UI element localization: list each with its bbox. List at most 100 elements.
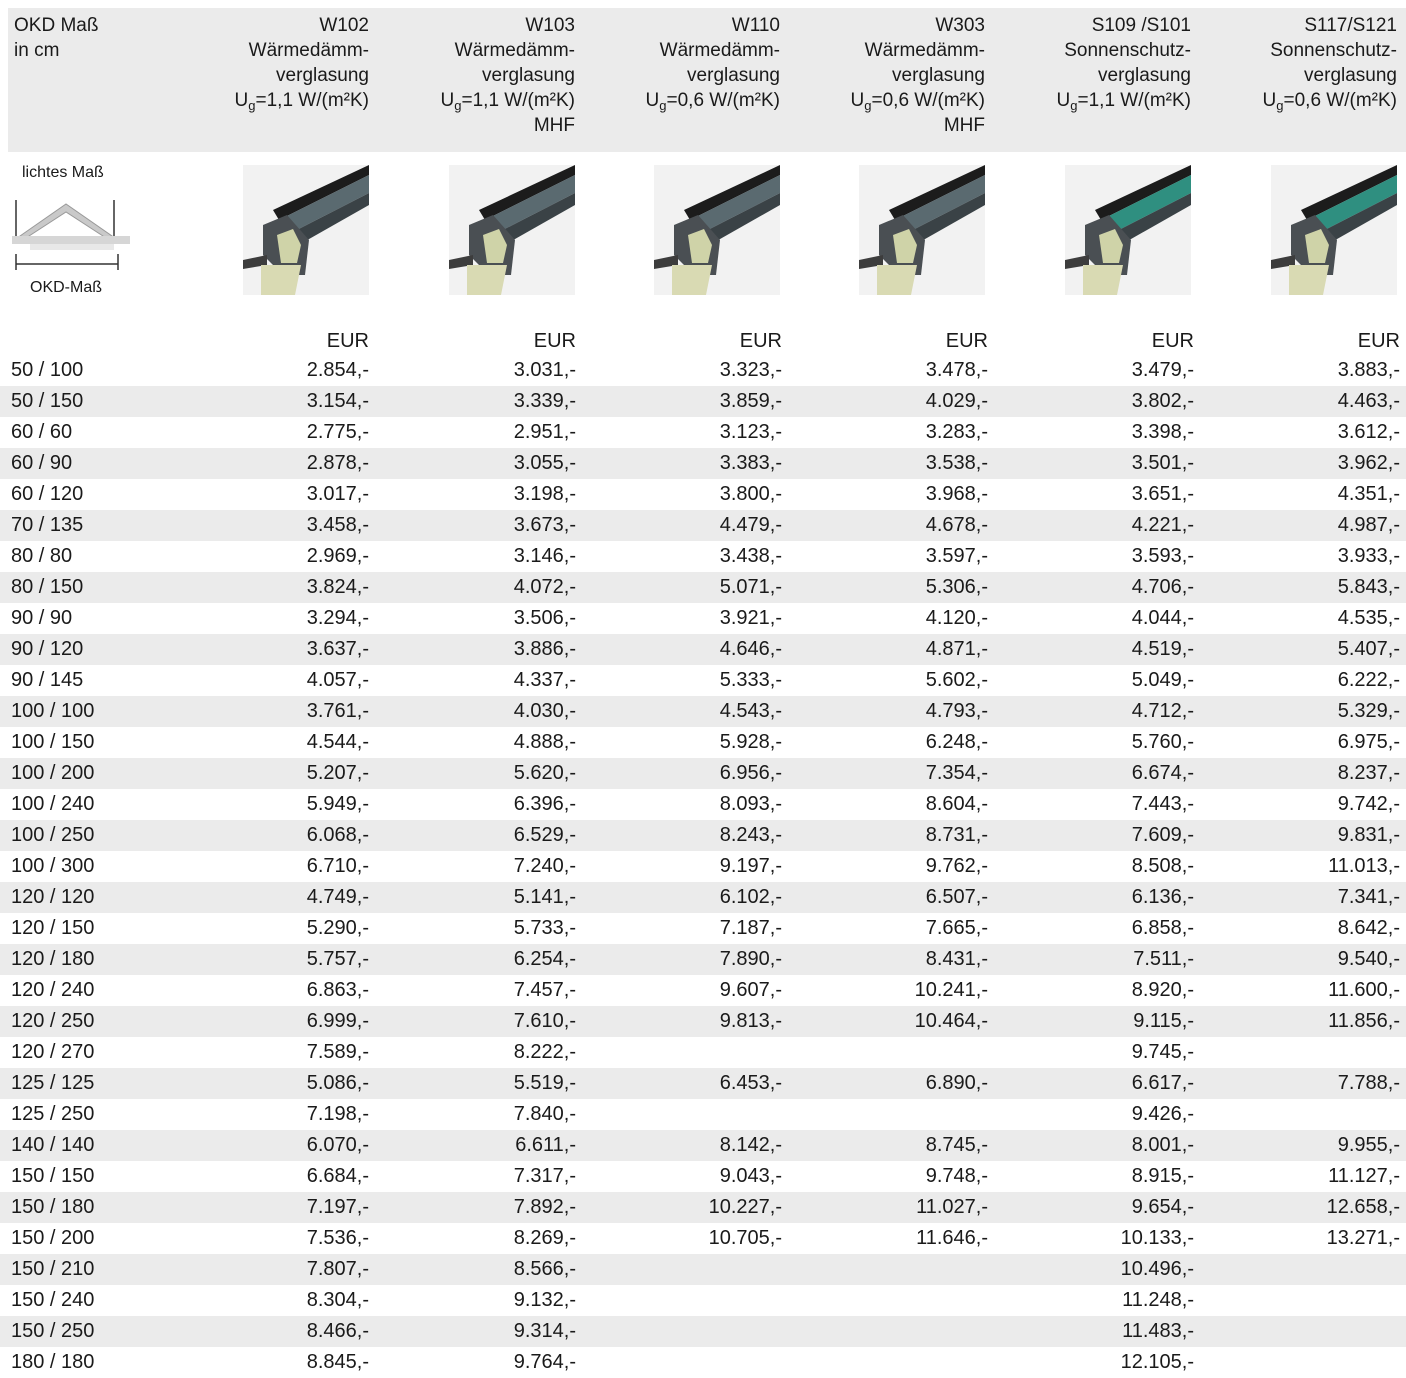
size-cell: 120 / 120 — [11, 886, 95, 908]
size-cell: 120 / 250 — [11, 1010, 95, 1032]
price-cell: 11.013,- — [1328, 855, 1400, 877]
currency-label: EUR — [533, 330, 576, 352]
price-cell: 8.269,- — [513, 1227, 576, 1249]
price-cell: 3.800,- — [719, 483, 782, 505]
price-cell: 5.071,- — [719, 576, 782, 598]
column-note: MHF — [943, 115, 985, 136]
price-cell: 8.566,- — [513, 1258, 576, 1280]
price-cell: 3.383,- — [719, 452, 782, 474]
price-cell: 7.354,- — [925, 762, 988, 784]
price-cell: 6.674,- — [1131, 762, 1194, 784]
price-cell: 8.731,- — [925, 824, 988, 846]
header-band — [8, 8, 1406, 152]
currency-label: EUR — [326, 330, 369, 352]
price-cell: 6.529,- — [513, 824, 576, 846]
profile-shape — [684, 165, 780, 220]
profile-shape — [903, 193, 985, 247]
price-cell: 8.093,- — [719, 793, 782, 815]
price-cell: 9.748,- — [925, 1165, 988, 1187]
profile-shape — [1301, 165, 1397, 220]
price-cell: 5.843,- — [1337, 576, 1400, 598]
column-heading: verglasung — [687, 65, 780, 86]
price-cell: 12.658,- — [1326, 1196, 1400, 1218]
row-shade — [0, 634, 1406, 665]
price-cell: 10.705,- — [708, 1227, 782, 1249]
price-cell: 6.070,- — [306, 1134, 369, 1156]
u-symbol: U — [1056, 90, 1071, 111]
dimension-diagram — [12, 200, 130, 270]
size-cell: 80 / 150 — [11, 576, 84, 598]
row-shade — [0, 758, 1406, 789]
price-cell: 5.141,- — [513, 886, 576, 908]
price-cell: 7.665,- — [925, 917, 988, 939]
price-cell: 3.198,- — [513, 483, 576, 505]
u-value: Ug=0,6 W/(m²K) — [1263, 88, 1397, 113]
size-cell: 50 / 150 — [11, 390, 84, 412]
diagram-label: lichtes Maß — [22, 164, 104, 181]
column-heading: S109 /S101 — [1091, 15, 1191, 36]
u-subscript: g — [659, 98, 667, 113]
price-cell: 6.611,- — [515, 1134, 576, 1156]
price-cell: 13.271,- — [1326, 1227, 1400, 1249]
price-cell: 4.519,- — [1131, 638, 1194, 660]
column-heading: Wärmedämm- — [864, 40, 985, 61]
price-cell: 2.878,- — [306, 452, 369, 474]
row-shade — [0, 1192, 1406, 1223]
profile-shape — [467, 265, 507, 295]
price-cell: 8.466,- — [306, 1320, 369, 1342]
price-cell: 5.620,- — [513, 762, 576, 784]
size-cell: 100 / 100 — [11, 700, 95, 722]
price-cell: 6.975,- — [1337, 731, 1400, 753]
price-cell: 3.651,- — [1131, 483, 1194, 505]
price-cell: 4.888,- — [513, 731, 576, 753]
price-cell: 7.198,- — [306, 1103, 369, 1125]
price-cell: 6.248,- — [925, 731, 988, 753]
column-heading: W102 — [319, 15, 369, 36]
column-heading: verglasung — [482, 65, 575, 86]
profile-shape — [277, 229, 301, 263]
price-cell: 3.597,- — [925, 545, 988, 567]
price-cell: 6.254,- — [513, 948, 576, 970]
price-cell: 5.407,- — [1337, 638, 1400, 660]
size-cell: 180 / 180 — [11, 1351, 95, 1373]
price-cell: 4.646,- — [719, 638, 782, 660]
u-subscript: g — [864, 98, 872, 113]
u-symbol: U — [645, 90, 660, 111]
price-cell: 5.086,- — [306, 1072, 369, 1094]
price-cell: 4.543,- — [719, 700, 782, 722]
price-cell: 9.813,- — [719, 1010, 782, 1032]
column-heading: verglasung — [1304, 65, 1397, 86]
price-cell: 3.458,- — [306, 514, 369, 536]
row-shade — [0, 1254, 1406, 1285]
price-cell: 9.540,- — [1337, 948, 1400, 970]
price-cell: 3.883,- — [1337, 359, 1400, 381]
price-cell: 3.859,- — [719, 390, 782, 412]
u-symbol: U — [440, 90, 455, 111]
price-cell: 4.793,- — [925, 700, 988, 722]
size-cell: 150 / 150 — [11, 1165, 95, 1187]
price-cell: 6.710,- — [306, 855, 369, 877]
price-cell: 3.323,- — [719, 359, 782, 381]
currency-label: EUR — [1357, 330, 1400, 352]
price-cell: 7.890,- — [719, 948, 782, 970]
price-cell: 9.132,- — [513, 1289, 576, 1311]
row-shade — [0, 696, 1406, 727]
price-cell: 8.508,- — [1131, 855, 1194, 877]
row-shade — [0, 386, 1406, 417]
price-cell: 6.858,- — [1131, 917, 1194, 939]
profile-shape — [889, 165, 985, 220]
price-cell: 7.443,- — [1131, 793, 1194, 815]
size-cell: 100 / 250 — [11, 824, 95, 846]
profile-shape — [698, 193, 780, 247]
u-value: Ug=0,6 W/(m²K) — [646, 88, 780, 113]
price-cell: 4.221,- — [1131, 514, 1194, 536]
profile-image — [859, 165, 985, 295]
price-cell: 6.617,- — [1131, 1072, 1194, 1094]
price-cell: 4.749,- — [306, 886, 369, 908]
price-cell: 3.962,- — [1337, 452, 1400, 474]
u-symbol: U — [1262, 90, 1277, 111]
price-cell: 8.920,- — [1131, 979, 1194, 1001]
price-cell: 7.187,- — [719, 917, 782, 939]
price-cell: 11.646,- — [916, 1227, 988, 1249]
profile-shape — [895, 175, 985, 235]
